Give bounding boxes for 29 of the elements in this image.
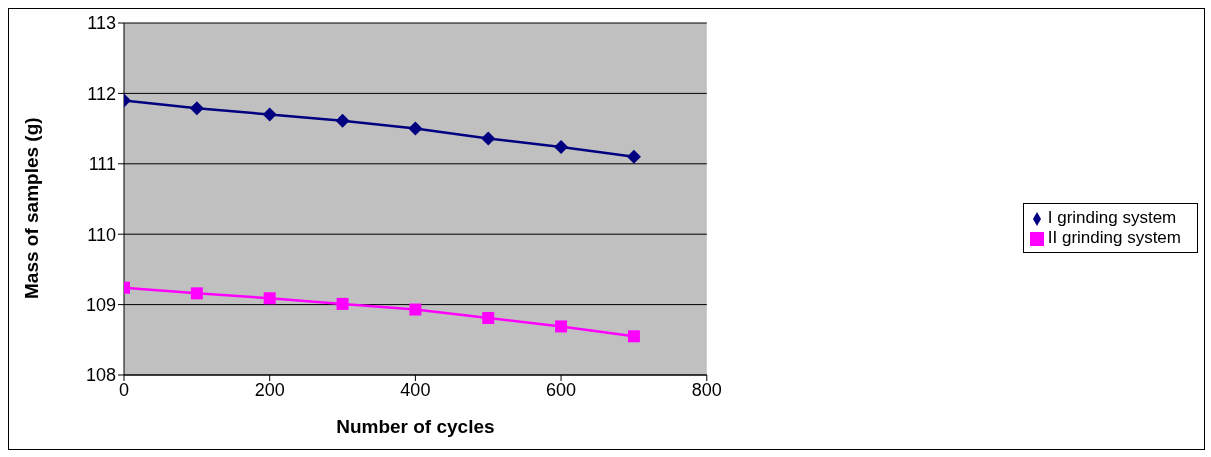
point	[262, 107, 277, 122]
point	[263, 292, 276, 305]
point	[336, 297, 349, 310]
point	[408, 121, 423, 136]
point	[626, 149, 641, 164]
y-axis-title: Mass of samples (g)	[20, 117, 42, 299]
y-tick-label: 110	[87, 224, 116, 245]
point	[555, 320, 568, 333]
y-tick-label: 112	[87, 83, 116, 104]
point	[481, 131, 496, 146]
point	[627, 330, 640, 343]
point	[409, 303, 422, 316]
x-tick-label: 600	[546, 379, 577, 400]
point	[190, 287, 203, 300]
x-axis-title: Number of cycles	[336, 416, 495, 437]
x-tick-label: 400	[400, 379, 431, 400]
legend-label: II grinding system	[1047, 228, 1181, 247]
point	[554, 139, 569, 154]
point	[335, 113, 350, 128]
x-tick-label: 200	[254, 379, 285, 400]
x-tick-label: 800	[691, 379, 722, 400]
y-tick-label: 113	[87, 13, 116, 34]
x-tick-label: 0	[118, 379, 130, 400]
y-tick-label: 111	[88, 154, 116, 175]
y-tick-label: 109	[85, 294, 116, 315]
y-tick-label: 108	[85, 365, 116, 386]
legend-label: I grinding system	[1047, 208, 1177, 227]
point	[482, 311, 495, 324]
point	[189, 101, 204, 116]
